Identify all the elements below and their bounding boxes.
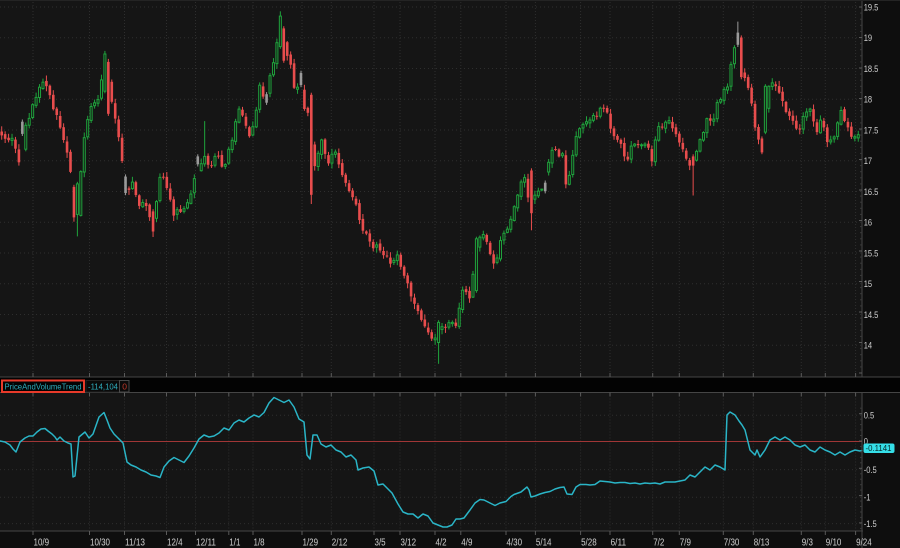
svg-text:1/8: 1/8: [254, 538, 265, 548]
svg-text:-1.5: -1.5: [864, 519, 877, 529]
svg-text:6/11: 6/11: [611, 538, 627, 548]
svg-text:17.5: 17.5: [864, 125, 879, 135]
svg-text:0: 0: [122, 381, 127, 391]
svg-text:17: 17: [864, 156, 872, 166]
svg-text:9/24: 9/24: [856, 538, 872, 548]
svg-text:0.5: 0.5: [864, 411, 875, 421]
svg-text:10/30: 10/30: [90, 538, 110, 548]
svg-text:5/28: 5/28: [581, 538, 597, 548]
svg-text:5/14: 5/14: [536, 538, 552, 548]
svg-text:11/13: 11/13: [125, 538, 145, 548]
svg-text:19: 19: [864, 33, 872, 43]
svg-text:3/12: 3/12: [401, 538, 417, 548]
svg-text:12/11: 12/11: [196, 538, 216, 548]
svg-text:10/9: 10/9: [34, 538, 50, 548]
svg-text:8/13: 8/13: [754, 538, 770, 548]
svg-text:7/9: 7/9: [680, 538, 691, 548]
svg-text:0: 0: [864, 436, 868, 446]
svg-text:2/12: 2/12: [332, 538, 348, 548]
svg-text:4/30: 4/30: [507, 538, 523, 548]
svg-text:4/2: 4/2: [436, 538, 447, 548]
svg-text:18: 18: [864, 95, 872, 105]
svg-text:12/4: 12/4: [167, 538, 183, 548]
svg-text:7/30: 7/30: [724, 538, 740, 548]
svg-text:-114,104: -114,104: [88, 381, 118, 391]
svg-text:18.5: 18.5: [864, 64, 879, 74]
svg-text:4/9: 4/9: [461, 538, 472, 548]
svg-text:14: 14: [864, 341, 872, 351]
svg-text:9/3: 9/3: [802, 538, 813, 548]
svg-text:15.5: 15.5: [864, 248, 879, 258]
svg-text:7/2: 7/2: [653, 538, 664, 548]
svg-text:1/29: 1/29: [303, 538, 319, 548]
svg-text:PriceAndVolumeTrend: PriceAndVolumeTrend: [5, 381, 82, 391]
svg-text:1/1: 1/1: [229, 538, 240, 548]
svg-text:-0.5: -0.5: [864, 465, 877, 475]
svg-text:-0.1141: -0.1141: [866, 444, 893, 453]
svg-text:3/5: 3/5: [375, 538, 386, 548]
svg-text:-1: -1: [864, 493, 871, 503]
svg-text:16.5: 16.5: [864, 187, 879, 197]
svg-text:15: 15: [864, 279, 872, 289]
svg-text:19.5: 19.5: [864, 2, 879, 12]
svg-text:16: 16: [864, 218, 872, 228]
svg-text:9/10: 9/10: [826, 538, 842, 548]
svg-text:14.5: 14.5: [864, 310, 879, 320]
